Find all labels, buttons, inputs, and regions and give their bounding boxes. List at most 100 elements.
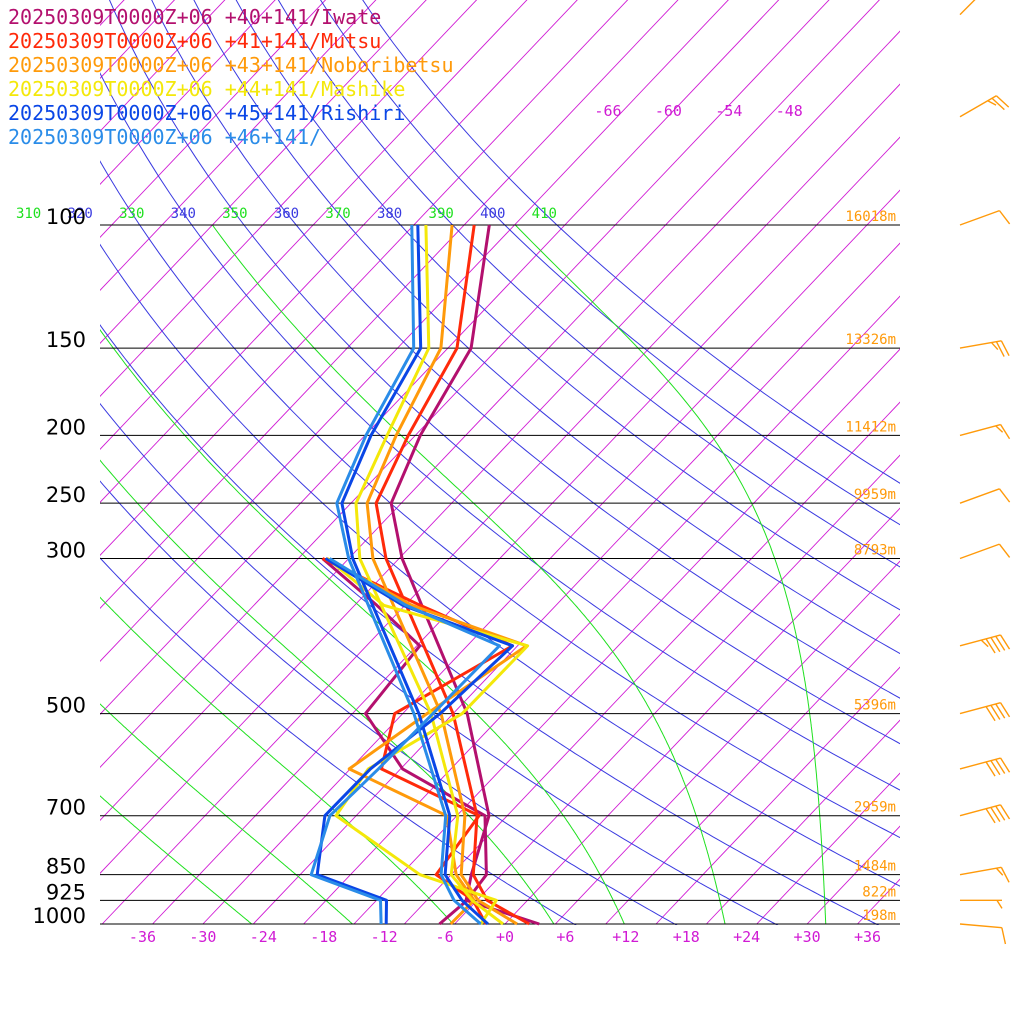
- temperature-tick: -24: [250, 928, 277, 946]
- temperature-tick: +24: [733, 928, 760, 946]
- dry-adiabat-line: [100, 557, 577, 925]
- temperature-tick: +36: [854, 928, 881, 946]
- isotherm-line: [101, 83, 900, 925]
- wind-barb: [959, 423, 1011, 440]
- isotherm-line: [353, 348, 900, 925]
- upper-temperature-label: -48: [776, 102, 803, 120]
- temperature-tick: -36: [129, 928, 156, 946]
- wind-barb-staff: [959, 702, 1001, 715]
- isotherm-line: [100, 0, 427, 344]
- wind-barb-feather: [995, 635, 1006, 651]
- temperature-profile-6: [335, 224, 482, 926]
- theta-labels: 310 320 330 340 350 360 370 380 390 400 410: [16, 206, 557, 222]
- wind-barb-feather: [995, 425, 1004, 433]
- legend-entry-3: 20250309T0000Z+06 +43+141/Noboribetsu: [8, 53, 454, 77]
- wind-barb-feather: [987, 100, 997, 106]
- theta-label: 390: [429, 206, 454, 222]
- wind-barb: [959, 804, 1011, 824]
- height-label: 822m: [862, 884, 896, 900]
- theta-label: 360: [274, 206, 299, 222]
- height-label: 16018m: [845, 209, 896, 225]
- wind-barbs: [959, 0, 1011, 945]
- isotherm-line: [605, 613, 900, 925]
- isotherm-line: [454, 454, 900, 925]
- wind-barb-staff: [959, 0, 976, 16]
- height-label: 1484m: [854, 859, 896, 875]
- wind-barb-feather: [999, 757, 1011, 773]
- wind-barb-feather: [995, 703, 1006, 719]
- temperature-tick: +30: [794, 928, 821, 946]
- legend-entry-6: 20250309T0000Z+06 +46+141/: [8, 125, 321, 149]
- isotherm-line: [403, 401, 900, 925]
- isobar-lines: [100, 224, 900, 925]
- theta-label: 410: [532, 206, 557, 222]
- upper-temperature-label: -54: [715, 102, 742, 120]
- isotherm-line: [303, 295, 900, 925]
- wind-barb-feather: [995, 95, 1010, 108]
- isotherm-line: [100, 0, 880, 821]
- wind-barb-feather: [985, 761, 996, 777]
- wind-barb-staff: [959, 634, 1001, 647]
- wind-barb-staff: [959, 757, 1001, 770]
- isotherm-line: [1009, 0, 1024, 924]
- temperature-tick: +18: [673, 928, 700, 946]
- moist-adiabat-line: [514, 224, 827, 924]
- isotherm-line: [806, 825, 900, 925]
- isotherm-line: [100, 0, 276, 185]
- isotherm-line: [655, 666, 900, 925]
- height-label: 198m: [862, 908, 896, 924]
- height-label: 8793m: [854, 543, 896, 559]
- wind-barb-staff: [959, 340, 1002, 349]
- wind-barb-feather: [991, 97, 1005, 111]
- wind-barb-feather: [999, 424, 1011, 440]
- upper-temperature-labels: -66 -60 -54 -48: [594, 102, 802, 120]
- wind-barb: [959, 340, 1010, 357]
- wind-barb: [959, 95, 1010, 118]
- wind-barb-feather: [996, 899, 1003, 909]
- wind-barb-feather: [990, 342, 999, 351]
- isotherm-line: [0, 0, 6, 924]
- pressure-label: 250: [46, 483, 86, 507]
- upper-temperature-label: -66: [594, 102, 621, 120]
- height-label: 9959m: [854, 487, 896, 503]
- isotherm-line: [152, 136, 900, 925]
- temperature-tick: +6: [556, 928, 574, 946]
- isotherm-line: [100, 0, 478, 397]
- wind-barb-staff: [959, 866, 1002, 876]
- wind-barb-feather: [998, 210, 1011, 225]
- isotherm-line: [504, 507, 900, 925]
- temperature-profile-3: [365, 224, 518, 926]
- moist-adiabat-line: [926, 225, 959, 924]
- legend-entry-4: 20250309T0000Z+06 +44+141/Mashike: [8, 77, 405, 101]
- temperature-tick: +0: [496, 928, 514, 946]
- wind-barb-feather: [1000, 340, 1010, 357]
- legend-entry-2: 20250309T0000Z+06 +41+141/Mutsu: [8, 29, 381, 53]
- wind-barb: [959, 923, 1007, 945]
- wind-barb-feather: [995, 805, 1006, 821]
- wind-barb-feather: [990, 704, 1001, 720]
- wind-barb: [959, 634, 1011, 654]
- isotherm-line: [958, 0, 1024, 924]
- temperature-tick: -18: [310, 928, 337, 946]
- theta-label: 330: [119, 206, 144, 222]
- pressure-label: 925: [46, 880, 86, 904]
- wind-barb-feather: [1001, 927, 1007, 945]
- height-label: 11412m: [845, 419, 896, 435]
- wind-barb-feather: [999, 702, 1011, 718]
- wind-barb: [959, 702, 1011, 722]
- legend: 20250309T0000Z+06 +40+141/Iwate20250309T…: [8, 5, 454, 149]
- wind-barb: [960, 899, 1003, 909]
- isotherm-line: [100, 30, 900, 874]
- wind-barb-feather: [999, 804, 1011, 820]
- wind-barb-feather: [990, 807, 1001, 822]
- wind-barb-staff: [959, 923, 1002, 929]
- isotherm-line: [100, 0, 176, 79]
- pressure-label: 1000: [33, 904, 86, 928]
- wind-barb-staff: [959, 804, 1001, 817]
- moist-adiabat-lines: [100, 224, 959, 925]
- temperature-tick: -30: [189, 928, 216, 946]
- wind-barb: [959, 543, 1011, 560]
- temperature-tick-labels: -36 -30 -24 -18 -12 -6 +0 +6 +12 +18 +24 +30 +36: [129, 928, 881, 946]
- pressure-label: 700: [46, 796, 86, 820]
